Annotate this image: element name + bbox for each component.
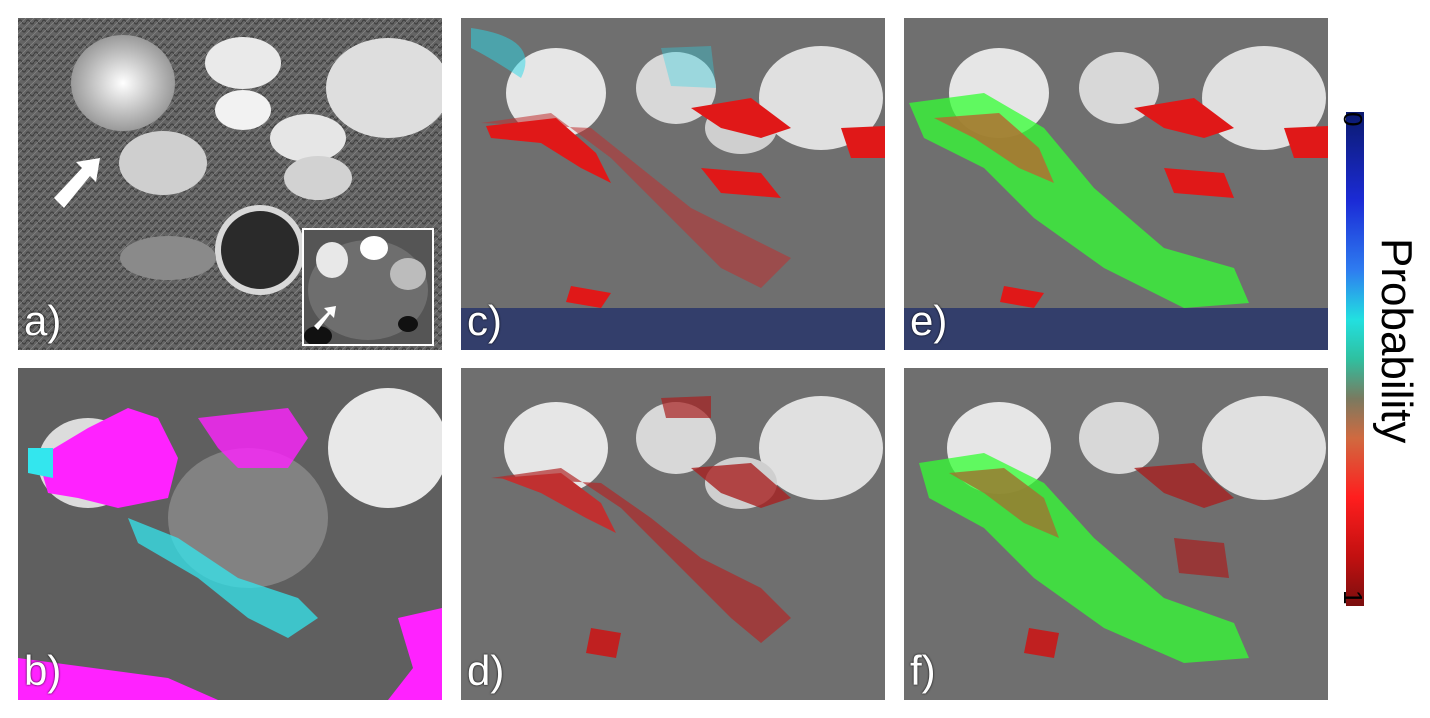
colorbar-title: Probability xyxy=(1372,238,1421,444)
panel-f-segmentation-render: f) xyxy=(904,368,1328,700)
probability-render-image xyxy=(461,18,885,350)
segmentation-render-image-2 xyxy=(904,368,1328,700)
segmentation-render-image xyxy=(904,18,1328,350)
panel-d-probability-render: d) xyxy=(461,368,885,700)
panel-b-label: b) xyxy=(24,647,62,694)
colorbar-min-label: 0 xyxy=(1338,112,1368,127)
inset-thumbnail xyxy=(302,228,434,346)
colorbar xyxy=(1346,112,1364,606)
panel-b-label-render: b) xyxy=(18,368,442,700)
ct-slice-image xyxy=(18,18,442,350)
colorbar-max-label: 1 xyxy=(1338,590,1368,605)
inset-ct-image xyxy=(304,230,432,344)
panel-c-label: c) xyxy=(467,297,502,344)
panel-c-probability-render: c) xyxy=(461,18,885,350)
panel-e-label: e) xyxy=(910,297,948,344)
probability-render-image-2 xyxy=(461,368,885,700)
panel-d-label: d) xyxy=(467,647,505,694)
panel-a-label: a) xyxy=(24,297,62,344)
panel-e-segmentation-render: e) xyxy=(904,18,1328,350)
label-render-image xyxy=(18,368,442,700)
panel-a-ct-slice: a) xyxy=(18,18,442,350)
panel-f-label: f) xyxy=(910,647,936,694)
